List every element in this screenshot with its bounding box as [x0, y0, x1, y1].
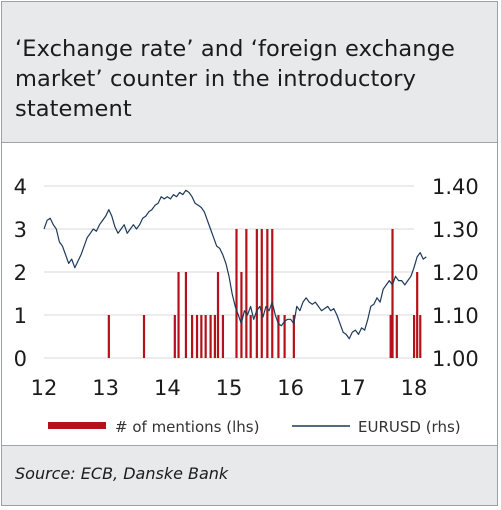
mention-bar — [209, 315, 212, 358]
mention-bar — [283, 315, 286, 358]
x-tick-label: 12 — [31, 376, 58, 400]
right-tick-label: 1.00 — [432, 347, 479, 371]
left-tick-label: 1 — [14, 304, 27, 328]
mention-bar — [245, 229, 248, 358]
mention-bar — [142, 315, 146, 358]
source-note: Source: ECB, Danske Bank — [15, 464, 229, 483]
mention-bar — [391, 229, 394, 358]
mention-bar — [419, 315, 422, 358]
right-tick-label: 1.30 — [432, 218, 479, 242]
right-tick-label: 1.20 — [432, 261, 479, 285]
mention-bar — [271, 229, 274, 358]
right-tick-label: 1.40 — [432, 175, 479, 199]
mention-bar — [249, 315, 252, 358]
mention-bar — [266, 229, 269, 358]
mention-bar — [240, 272, 243, 358]
mention-bar — [395, 315, 398, 358]
mention-bar — [413, 315, 416, 358]
x-tick-label: 16 — [277, 376, 304, 400]
mention-bar — [195, 315, 199, 358]
mention-bar — [204, 315, 207, 358]
left-tick-label: 4 — [14, 175, 27, 199]
mention-bar — [213, 315, 217, 358]
mention-bar — [173, 315, 176, 358]
mention-bar — [260, 229, 263, 358]
legend-bars-label: # of mentions (lhs) — [115, 418, 259, 436]
title-divider — [2, 142, 497, 143]
mention-bar — [184, 272, 188, 358]
mention-bar — [107, 315, 110, 358]
right-tick-label: 1.10 — [432, 304, 479, 328]
mention-bar — [255, 229, 258, 358]
mention-bar — [277, 315, 280, 358]
chart-title: ‘Exchange rate’ and ‘foreign exchange ma… — [15, 36, 455, 122]
left-tick-label: 2 — [14, 261, 27, 285]
x-tick-label: 17 — [339, 376, 366, 400]
chart-area: 0 1 2 3 4 1.00 1.10 1.20 1.30 1.40 12 13 14 15 16 17 18 #… — [2, 143, 497, 445]
mention-bar — [389, 315, 392, 358]
x-tick-label: 15 — [216, 376, 243, 400]
legend-line-label: EURUSD (rhs) — [358, 418, 461, 436]
mention-bar — [200, 315, 203, 358]
mention-bar — [235, 229, 238, 358]
mention-bar — [292, 315, 295, 358]
legend-bars-swatch — [48, 422, 106, 429]
mention-bar — [221, 315, 225, 358]
mention-bar — [416, 272, 419, 358]
x-tick-label: 14 — [154, 376, 181, 400]
eurusd-line — [43, 189, 427, 340]
left-tick-label: 0 — [14, 347, 27, 371]
mention-bar — [216, 272, 220, 358]
x-tick-label: 18 — [401, 376, 428, 400]
mention-bar — [177, 272, 180, 358]
x-tick-label: 13 — [92, 376, 119, 400]
mention-bar — [191, 315, 194, 358]
left-tick-label: 3 — [14, 218, 27, 242]
footer-divider — [2, 445, 497, 446]
